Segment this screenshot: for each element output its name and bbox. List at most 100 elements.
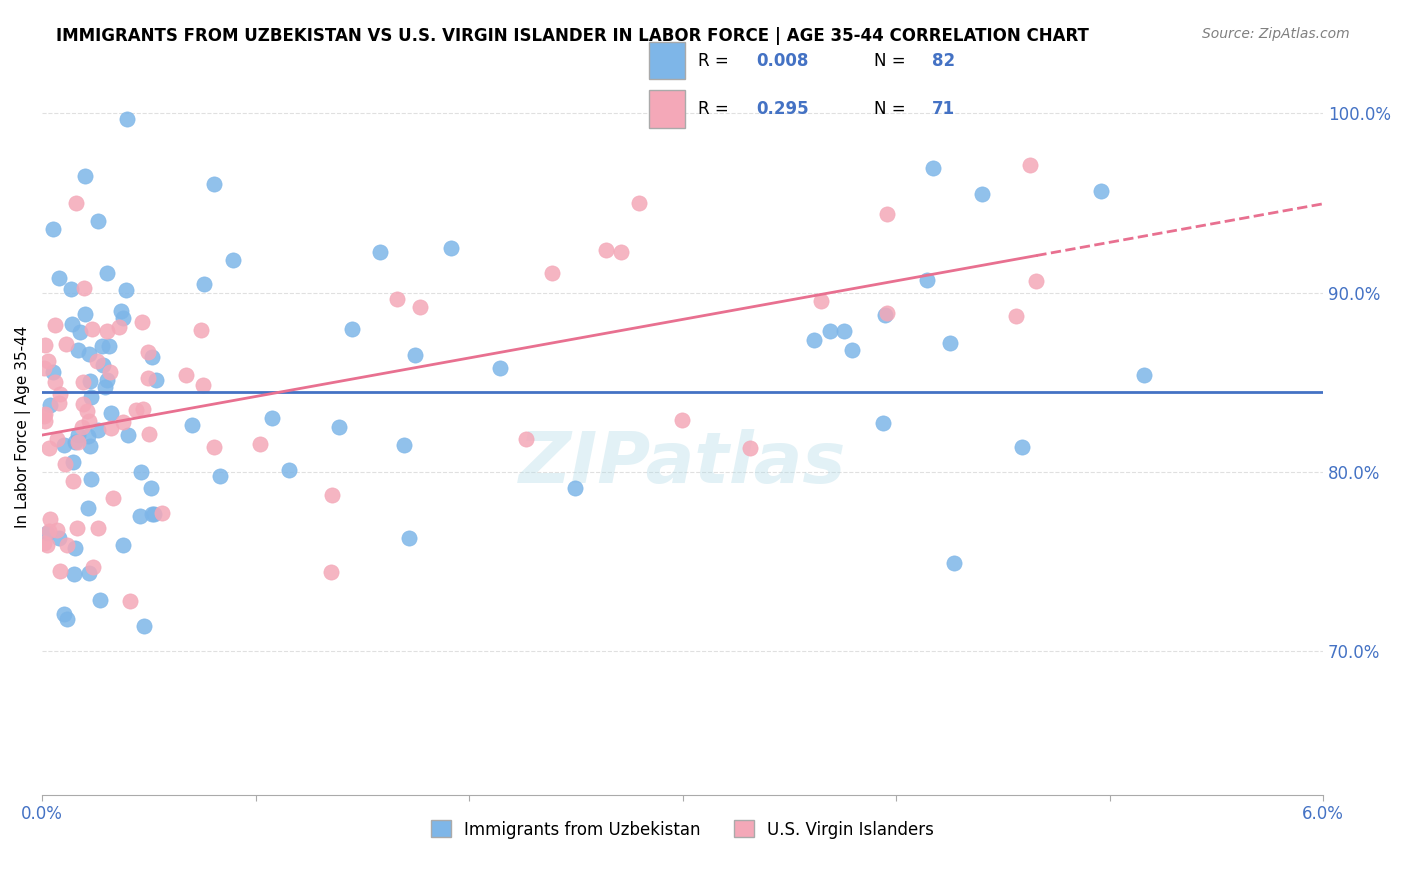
Point xyxy=(72,375,94,389)
Point xyxy=(34,337,56,351)
Point xyxy=(139,481,162,495)
Point xyxy=(260,410,283,425)
Point xyxy=(117,427,139,442)
Point xyxy=(117,112,139,126)
Point xyxy=(942,556,965,570)
Point xyxy=(39,512,62,526)
Point xyxy=(110,304,132,318)
Point xyxy=(118,594,141,608)
FancyBboxPatch shape xyxy=(648,90,685,128)
Point xyxy=(803,333,825,347)
Point xyxy=(1090,184,1112,198)
Point xyxy=(91,358,114,372)
Point xyxy=(60,318,83,332)
Point xyxy=(39,398,62,412)
Point xyxy=(112,415,135,429)
Point xyxy=(96,266,118,280)
Point xyxy=(37,353,59,368)
Point xyxy=(32,409,55,424)
Point xyxy=(37,525,59,540)
Legend: Immigrants from Uzbekistan, U.S. Virgin Islanders: Immigrants from Uzbekistan, U.S. Virgin … xyxy=(425,814,941,846)
Text: 71: 71 xyxy=(932,101,955,119)
Point xyxy=(1019,158,1042,172)
Point xyxy=(872,417,894,431)
Point xyxy=(69,325,91,339)
Point xyxy=(398,531,420,545)
Text: R =: R = xyxy=(699,101,734,119)
Point xyxy=(79,390,101,404)
Text: ZIPatlas: ZIPatlas xyxy=(519,429,846,499)
Point xyxy=(810,293,832,308)
Point xyxy=(45,523,67,537)
Text: N =: N = xyxy=(873,101,911,119)
Point xyxy=(627,196,650,211)
Text: N =: N = xyxy=(873,53,911,70)
Point xyxy=(41,365,63,379)
Point xyxy=(841,343,863,358)
Point xyxy=(489,360,512,375)
Point xyxy=(249,437,271,451)
Point xyxy=(34,407,56,421)
Point xyxy=(818,324,841,338)
Point xyxy=(1025,274,1047,288)
Point xyxy=(82,559,104,574)
Point xyxy=(100,420,122,434)
Point xyxy=(48,271,70,285)
Point xyxy=(48,387,70,401)
Point xyxy=(141,350,163,364)
Point xyxy=(98,365,121,379)
Point xyxy=(65,434,87,449)
Point xyxy=(112,311,135,326)
Point xyxy=(125,403,148,417)
Point xyxy=(55,336,77,351)
Point xyxy=(180,417,202,432)
Point xyxy=(32,535,55,549)
Point xyxy=(176,368,198,383)
Point xyxy=(222,253,245,268)
Point xyxy=(77,500,100,515)
Point xyxy=(564,481,586,495)
Point xyxy=(53,607,76,622)
Point xyxy=(72,397,94,411)
Point xyxy=(190,323,212,337)
Point xyxy=(515,432,537,446)
Point xyxy=(1011,440,1033,454)
Point xyxy=(876,306,898,320)
Point xyxy=(89,593,111,607)
Point xyxy=(202,177,225,191)
Point xyxy=(368,245,391,260)
Point xyxy=(66,343,89,357)
Point xyxy=(915,273,938,287)
Point xyxy=(129,465,152,479)
Point xyxy=(73,281,96,295)
Point xyxy=(439,241,461,255)
Point xyxy=(277,463,299,477)
Point xyxy=(609,244,631,259)
Point xyxy=(193,277,215,292)
Point xyxy=(65,195,87,210)
Point xyxy=(876,207,898,221)
Point xyxy=(76,429,98,443)
Point xyxy=(70,420,93,434)
Point xyxy=(32,361,55,376)
Point xyxy=(38,441,60,455)
Point xyxy=(671,413,693,427)
Point xyxy=(80,472,103,486)
Point xyxy=(56,538,79,552)
Point xyxy=(76,404,98,418)
Point xyxy=(79,347,101,361)
Point xyxy=(66,521,89,535)
Text: 82: 82 xyxy=(932,53,955,70)
Point xyxy=(38,524,60,538)
Point xyxy=(42,222,65,236)
Point xyxy=(77,566,100,580)
Point xyxy=(202,440,225,454)
Point xyxy=(321,488,343,502)
Point xyxy=(63,566,86,581)
Point xyxy=(142,507,165,521)
Point xyxy=(62,455,84,469)
Point xyxy=(873,308,896,322)
Point xyxy=(35,538,58,552)
Point xyxy=(55,612,77,626)
Point xyxy=(93,379,115,393)
